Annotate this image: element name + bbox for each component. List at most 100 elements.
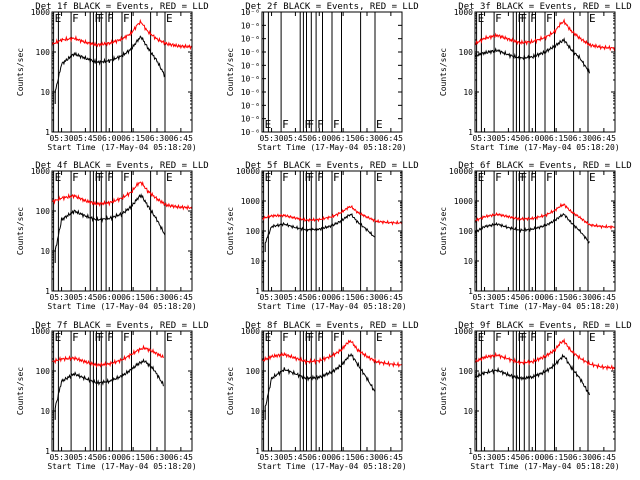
x-tick-label: 05:30 xyxy=(49,134,73,143)
y-tick-label: 10 xyxy=(463,407,473,416)
event-marker-e: E xyxy=(265,331,272,344)
event-marker-e: E xyxy=(589,171,596,184)
x-tick-label: 05:45 xyxy=(496,293,520,302)
y-tick-label: 10⁻⁶ xyxy=(241,8,260,17)
chart-panel-6: Det 6f BLACK = Events, RED = LLD 1 10 100 10… xyxy=(439,161,632,311)
series-line xyxy=(474,18,616,52)
chart-title: Det 4f BLACK = Events, RED = LLD xyxy=(35,161,208,171)
x-tick-label: 06:30 xyxy=(145,134,169,143)
event-marker-f: F xyxy=(546,12,553,25)
chart-title: Det 2f BLACK = Events, RED = LLD xyxy=(245,2,418,12)
event-marker-f: F xyxy=(517,331,524,344)
event-marker-e: E xyxy=(478,171,485,184)
event-marker-f: F xyxy=(546,331,553,344)
event-marker-f: F xyxy=(107,12,114,25)
chart-panel-8: Det 8f BLACK = Events, RED = LLD 1 10 100 10… xyxy=(226,321,419,471)
event-marker-f: F xyxy=(304,118,311,131)
event-marker-e: E xyxy=(589,331,596,344)
event-marker-e: E xyxy=(265,171,272,184)
y-tick-label: 10 xyxy=(250,407,260,416)
event-marker-f: F xyxy=(333,331,340,344)
series-line xyxy=(54,193,166,263)
y-tick-label: 100 xyxy=(246,227,261,236)
series-line xyxy=(475,353,590,396)
x-tick-label: 06:15 xyxy=(331,293,355,302)
event-marker-f: F xyxy=(94,12,101,25)
x-tick-label: 06:30 xyxy=(355,293,379,302)
series-line xyxy=(474,202,616,230)
x-tick-label: 06:45 xyxy=(379,453,403,462)
x-axis-label: Start Time (17-May-04 05:18:20) xyxy=(257,302,406,311)
event-marker-f: F xyxy=(317,331,324,344)
plot-frame xyxy=(51,330,193,452)
x-tick-label: 06:30 xyxy=(568,453,592,462)
y-tick-label: 10 xyxy=(250,257,260,266)
event-marker-f: F xyxy=(282,118,289,131)
series-line xyxy=(51,344,164,368)
y-tick-label: 1 xyxy=(45,128,50,137)
x-tick-label: 05:45 xyxy=(283,453,307,462)
event-marker-e: E xyxy=(376,118,383,131)
event-marker-f: F xyxy=(308,118,315,131)
event-marker-f: F xyxy=(94,331,101,344)
x-tick-label: 06:15 xyxy=(331,134,355,143)
x-tick-label: 06:15 xyxy=(121,134,145,143)
event-marker-f: F xyxy=(304,171,311,184)
event-marker-f: F xyxy=(72,171,79,184)
x-tick-label: 05:45 xyxy=(283,293,307,302)
x-tick-label: 06:15 xyxy=(544,293,568,302)
y-tick-label: 1000 xyxy=(454,8,473,17)
y-tick-label: 100 xyxy=(459,227,474,236)
chart-title: Det 8f BLACK = Events, RED = LLD xyxy=(245,321,418,331)
x-tick-label: 06:30 xyxy=(145,293,169,302)
y-tick-label: 1000 xyxy=(31,327,50,336)
plot-frame xyxy=(474,330,616,452)
y-tick-label: 1 xyxy=(255,447,260,456)
event-marker-f: F xyxy=(333,118,340,131)
event-marker-f: F xyxy=(517,12,524,25)
chart-panel-7: Det 7f BLACK = Events, RED = LLD 1 10 100 10… xyxy=(16,321,209,471)
event-marker-f: F xyxy=(317,118,324,131)
x-tick-label: 06:45 xyxy=(169,293,193,302)
x-tick-label: 05:30 xyxy=(259,293,283,302)
y-tick-label: 10⁻⁶ xyxy=(241,128,260,137)
chart-title: Det 3f BLACK = Events, RED = LLD xyxy=(458,2,631,12)
series-line xyxy=(474,212,590,244)
y-tick-label: 10⁻⁶ xyxy=(241,115,260,124)
y-tick-label: 10000 xyxy=(449,167,473,176)
y-tick-label: 100 xyxy=(459,48,474,57)
x-tick-label: 06:00 xyxy=(307,293,331,302)
y-tick-label: 1 xyxy=(468,447,473,456)
y-tick-label: 1 xyxy=(468,128,473,137)
event-marker-f: F xyxy=(308,171,315,184)
x-tick-label: 06:30 xyxy=(355,134,379,143)
event-marker-e: E xyxy=(376,171,383,184)
x-tick-label: 06:30 xyxy=(145,453,169,462)
y-tick-label: 10 xyxy=(463,88,473,97)
y-tick-label: 10⁻⁶ xyxy=(241,48,260,57)
event-marker-f: F xyxy=(98,171,105,184)
x-axis-label: Start Time (17-May-04 05:18:20) xyxy=(470,302,619,311)
event-marker-f: F xyxy=(304,331,311,344)
x-tick-label: 06:00 xyxy=(307,134,331,143)
event-marker-f: F xyxy=(333,171,340,184)
y-tick-label: 1 xyxy=(45,287,50,296)
y-tick-label: 100 xyxy=(36,207,51,216)
event-marker-f: F xyxy=(282,331,289,344)
plot-frame xyxy=(474,11,616,133)
x-tick-label: 06:30 xyxy=(568,293,592,302)
y-axis-label: Counts/sec xyxy=(439,367,448,415)
y-axis-label: Counts/sec xyxy=(16,207,25,255)
y-axis-label: Counts/sec xyxy=(226,207,235,255)
x-tick-label: 06:00 xyxy=(97,134,121,143)
series-line xyxy=(54,35,166,104)
event-marker-f: F xyxy=(98,331,105,344)
x-tick-label: 06:15 xyxy=(331,453,355,462)
chart-panel-9: Det 9f BLACK = Events, RED = LLD 1 10 100 10… xyxy=(439,321,632,471)
chart-panel-4: Det 4f BLACK = Events, RED = LLD 1 10 100 10… xyxy=(16,161,209,311)
event-marker-e: E xyxy=(55,12,62,25)
x-tick-label: 06:45 xyxy=(379,293,403,302)
event-marker-f: F xyxy=(72,12,79,25)
event-marker-e: E xyxy=(166,331,173,344)
event-marker-f: F xyxy=(317,171,324,184)
